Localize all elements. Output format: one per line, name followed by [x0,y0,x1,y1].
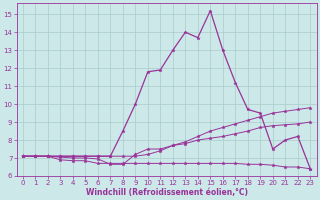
X-axis label: Windchill (Refroidissement éolien,°C): Windchill (Refroidissement éolien,°C) [85,188,248,197]
